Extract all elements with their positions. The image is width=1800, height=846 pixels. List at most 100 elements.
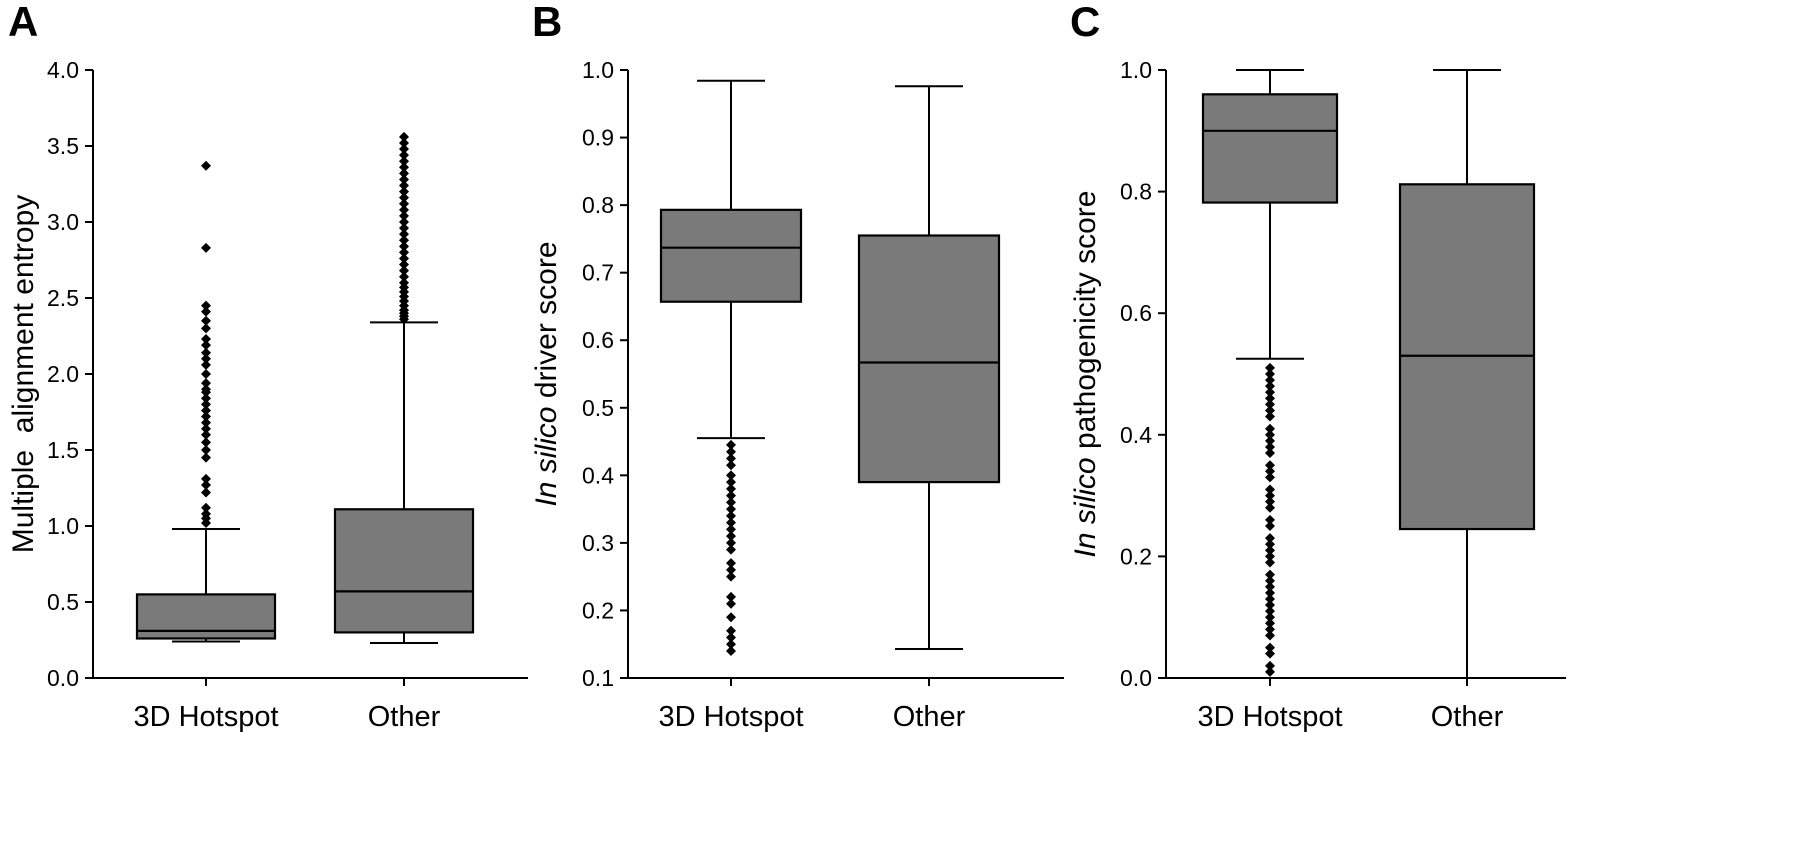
y-tick-label: 0.1 xyxy=(582,665,614,691)
y-axis-label: In silico driver score xyxy=(530,241,563,506)
y-tick-label: 0.7 xyxy=(582,260,614,286)
panel-b: B 0.1 0.2 0.3 0.4 0.5 0.6 0.7 0.8 0.9 1.0 In silico… xyxy=(530,0,1064,733)
outlier-point xyxy=(201,369,211,379)
outlier-point xyxy=(1265,429,1275,440)
outlier-point xyxy=(399,265,409,276)
y-tick-label: 0.6 xyxy=(1120,300,1152,326)
outlier-point xyxy=(399,235,409,246)
outlier-point xyxy=(201,473,211,484)
outlier-point xyxy=(1265,642,1275,653)
x-category-label: Other xyxy=(893,701,966,733)
x-category-label: 3D Hotspot xyxy=(133,701,278,733)
y-tick-label: 0.9 xyxy=(582,125,614,151)
outlier-point xyxy=(1265,484,1275,495)
outlier-point xyxy=(399,150,409,161)
y-tick-label: 3.5 xyxy=(47,133,79,159)
y-tick-label: 1.5 xyxy=(47,437,79,463)
outlier-point xyxy=(1265,648,1275,659)
outlier-point xyxy=(1265,502,1275,513)
outlier-point xyxy=(1265,466,1275,477)
outlier-point xyxy=(726,645,736,656)
outlier-point xyxy=(726,510,736,521)
outlier-point xyxy=(201,508,211,519)
outlier-point xyxy=(1265,666,1275,677)
outlier-point xyxy=(201,452,211,463)
outlier-point xyxy=(201,353,211,364)
outlier-point xyxy=(726,639,736,650)
y-tick-label: 0.2 xyxy=(1120,543,1152,569)
y-tick-label: 4.0 xyxy=(47,57,79,83)
outlier-point xyxy=(399,144,409,155)
outlier-point xyxy=(726,571,736,582)
panel-a: A 0.0 0.5 1.0 1.5 2.0 2.5 3.0 3.5 4.0 Multiple ali… xyxy=(7,0,528,733)
outlier-point xyxy=(1265,551,1275,562)
outlier-point xyxy=(726,460,736,471)
outlier-point xyxy=(399,174,409,185)
outlier-point xyxy=(1265,587,1275,598)
outlier-point xyxy=(1265,533,1275,544)
outlier-point xyxy=(726,558,736,569)
box-other xyxy=(857,85,1001,650)
outlier-point xyxy=(399,223,409,234)
outlier-point xyxy=(201,315,211,326)
box-hotspot xyxy=(1201,69,1339,677)
outlier-point xyxy=(1265,600,1275,611)
y-tick-label: 0.6 xyxy=(582,327,614,353)
outlier-point xyxy=(726,470,736,481)
panel-letter: C xyxy=(1070,0,1100,45)
outlier-point xyxy=(201,399,211,410)
outlier-point xyxy=(726,612,736,623)
outlier-point xyxy=(1265,575,1275,586)
outlier-point xyxy=(1265,660,1275,671)
y-tick-label: 0.5 xyxy=(47,589,79,615)
outlier-point xyxy=(726,490,736,501)
y-tick-label: 0.2 xyxy=(582,597,614,623)
outlier-point xyxy=(1265,490,1275,501)
outlier-point xyxy=(201,340,211,351)
outlier-point xyxy=(399,253,409,264)
outlier-point xyxy=(399,229,409,240)
outlier-point xyxy=(1265,375,1275,386)
y-axis-label-italic: In silico xyxy=(1069,457,1102,557)
outlier-point xyxy=(201,437,211,448)
outlier-point xyxy=(201,334,211,345)
outlier-point xyxy=(399,204,409,215)
outlier-point xyxy=(399,210,409,221)
outlier-point xyxy=(1265,612,1275,623)
iqr-box xyxy=(1201,93,1339,204)
outlier-point xyxy=(399,131,409,142)
outlier-point xyxy=(201,417,211,428)
outlier-point xyxy=(201,445,211,455)
iqr-box xyxy=(659,208,803,303)
outlier-point xyxy=(201,378,211,389)
outlier-point xyxy=(201,242,211,253)
outlier-point xyxy=(1265,606,1275,617)
x-category-label: 3D Hotspot xyxy=(658,701,803,733)
outlier-point xyxy=(726,524,736,535)
box-hotspot xyxy=(135,160,277,643)
y-axis-label: Multiple alignment entropy xyxy=(7,195,40,554)
outlier-point xyxy=(726,598,736,609)
outlier-point xyxy=(201,300,211,311)
outlier-point xyxy=(399,277,409,288)
outlier-point xyxy=(201,479,211,490)
panel-letter: A xyxy=(8,0,38,45)
outlier-point xyxy=(399,259,409,270)
iqr-box xyxy=(857,234,1001,484)
outlier-point xyxy=(201,384,211,395)
outlier-point xyxy=(1265,411,1275,422)
outlier-point xyxy=(399,186,409,197)
y-tick-label: 0.5 xyxy=(582,395,614,421)
y-tick-label: 0.4 xyxy=(582,462,614,488)
outlier-point xyxy=(1265,581,1275,592)
outlier-point xyxy=(726,517,736,528)
outlier-point xyxy=(1265,521,1275,531)
outlier-point xyxy=(1265,545,1275,556)
y-axis-label-italic: In silico xyxy=(530,407,563,507)
x-category-label: Other xyxy=(368,701,441,733)
y-axis-label-rest: driver score xyxy=(530,241,563,406)
outlier-point xyxy=(1265,496,1275,507)
outlier-point xyxy=(201,306,211,317)
outlier-point xyxy=(726,439,736,450)
outlier-point xyxy=(201,429,211,440)
